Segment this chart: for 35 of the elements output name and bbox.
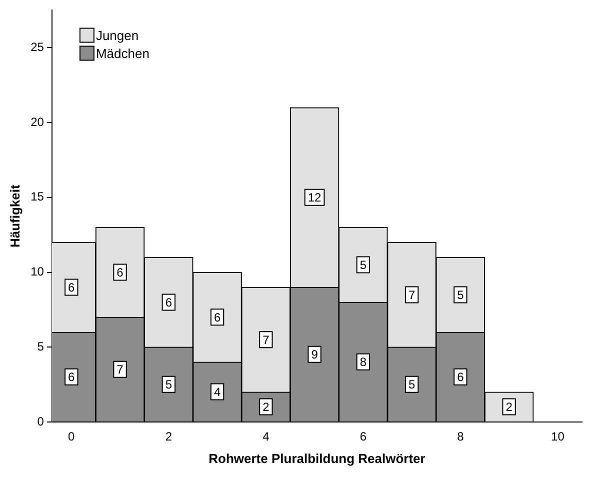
data-label: 5: [360, 258, 367, 272]
data-label: 8: [360, 355, 367, 370]
y-tick-label: 15: [30, 190, 44, 204]
data-label: 4: [214, 385, 221, 400]
y-tick-label: 25: [30, 40, 44, 54]
x-tick-label: 0: [68, 430, 76, 444]
legend-label: Mädchen: [96, 46, 150, 61]
x-tick-label: 10: [551, 430, 565, 444]
y-tick-label: 10: [30, 264, 44, 279]
x-tick-label: 6: [360, 430, 367, 444]
data-label: 6: [68, 370, 76, 384]
data-label: 7: [262, 332, 270, 347]
x-axis-title: Rohwerte Pluralbildung Realwörter: [208, 450, 426, 466]
data-label: 6: [68, 280, 76, 295]
legend-label: Jungen: [96, 28, 139, 43]
x-tick-label: 8: [457, 430, 464, 444]
data-label: 12: [308, 190, 322, 205]
y-tick-label: 5: [37, 339, 44, 354]
x-tick-label: 4: [262, 430, 270, 444]
data-label: 7: [408, 288, 416, 302]
y-axis-title: Häufigkeit: [7, 184, 22, 248]
y-tick-label: 0: [37, 414, 44, 428]
data-label: 2: [506, 400, 513, 414]
x-tick-label: 2: [165, 430, 172, 444]
data-label: 2: [262, 400, 270, 414]
data-label: 9: [311, 348, 318, 362]
y-tick-label: 20: [30, 114, 44, 129]
data-label: 7: [116, 362, 124, 377]
data-label: 6: [214, 310, 221, 324]
data-label: 5: [457, 288, 464, 302]
data-label: 5: [165, 378, 172, 392]
data-label: 6: [116, 266, 124, 280]
data-label: 5: [408, 378, 416, 392]
data-label: 6: [165, 296, 172, 310]
data-label: 6: [457, 370, 464, 384]
